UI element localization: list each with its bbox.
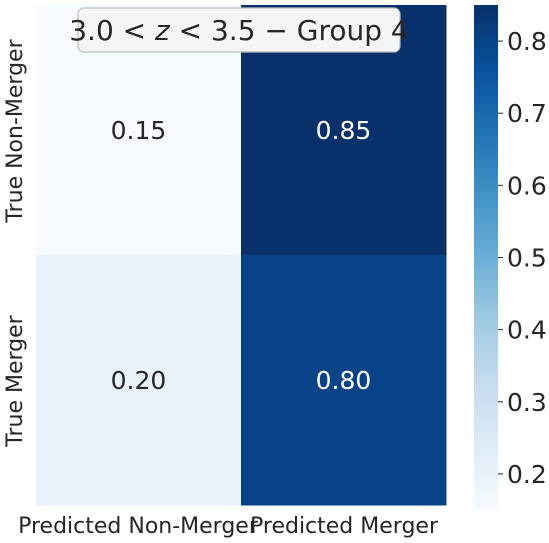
title-box-background (77, 7, 401, 53)
y-tick-labels: True Non-Merger True Merger (3, 38, 28, 447)
colorbar-tick-label: 0.4 (507, 316, 547, 345)
colorbar-tick-label: 0.6 (507, 171, 547, 200)
colorbar-tick-label: 0.5 (507, 244, 547, 273)
x-tick-label-predicted-non-merger: Predicted Non-Merger (18, 514, 259, 539)
title-part-before: 3.0 < (69, 14, 155, 47)
colorbar-tick-label: 0.7 (507, 99, 547, 128)
colorbar-tick-label: 0.2 (507, 460, 547, 489)
heatmap-cell-labels: 0.15 0.85 0.20 0.80 (111, 116, 372, 395)
cell-value-label: 0.80 (316, 366, 372, 395)
chart-title: 3.0 < z < 3.5 − Group 4 (69, 14, 409, 47)
x-tick-label-predicted-merger: Predicted Merger (250, 514, 439, 539)
cell-value-label: 0.85 (316, 116, 372, 145)
title-part-italic: z (154, 14, 171, 47)
y-tick-label-true-non-merger: True Non-Merger (3, 38, 28, 223)
cell-value-label: 0.15 (111, 116, 167, 145)
heatmap-cells (36, 5, 447, 506)
colorbar-tick-label: 0.3 (507, 388, 547, 417)
title-box: 3.0 < z < 3.5 − Group 4 (69, 7, 409, 53)
cell-value-label: 0.20 (111, 366, 167, 395)
colorbar (474, 5, 498, 510)
title-part-after: < 3.5 − Group 4 (170, 14, 409, 47)
y-tick-label-true-merger: True Merger (3, 314, 28, 447)
colorbar-tick-label: 0.8 (507, 27, 547, 56)
colorbar-ticks: 0.2 0.3 0.4 0.5 0.6 0.7 0.8 (498, 27, 547, 489)
x-tick-labels: Predicted Non-Merger Predicted Merger (18, 514, 439, 539)
heatmap-cell-true-merger-predicted-merger (241, 255, 447, 506)
heatmap-cell-true-merger-predicted-non-merger (36, 255, 242, 506)
